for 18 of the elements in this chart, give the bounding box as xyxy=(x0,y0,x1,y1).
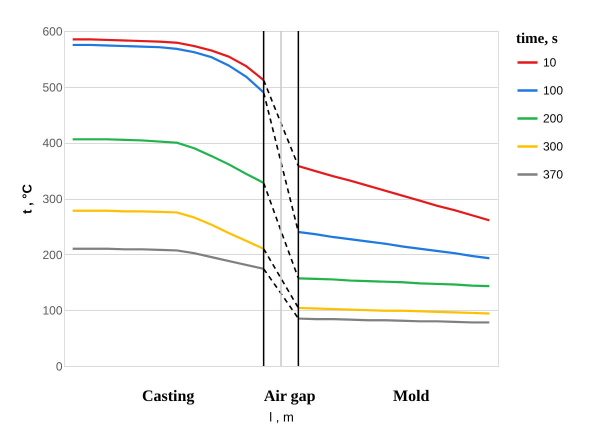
legend-label: 300 xyxy=(543,140,564,154)
legend-label: 200 xyxy=(543,112,564,126)
y-axis-title: t , °C xyxy=(19,184,34,214)
text: Mold xyxy=(392,388,430,405)
text: Casting xyxy=(142,388,194,405)
legend-label: 100 xyxy=(543,84,564,98)
legend-label: 370 xyxy=(543,168,564,182)
x-axis-title: l , m xyxy=(269,410,294,424)
y-tick-label: 400 xyxy=(42,136,63,150)
y-tick-label: 0 xyxy=(56,360,63,374)
y-tick-label: 100 xyxy=(42,304,63,318)
y-tick-label: 500 xyxy=(42,80,63,94)
legend-label: 10 xyxy=(543,56,557,70)
y-tick-label: 300 xyxy=(42,192,63,206)
y-tick-label: 200 xyxy=(42,248,63,262)
legend-title: time, s xyxy=(516,31,558,47)
y-tick-label: 600 xyxy=(42,24,63,38)
text: Air gap xyxy=(264,388,316,405)
